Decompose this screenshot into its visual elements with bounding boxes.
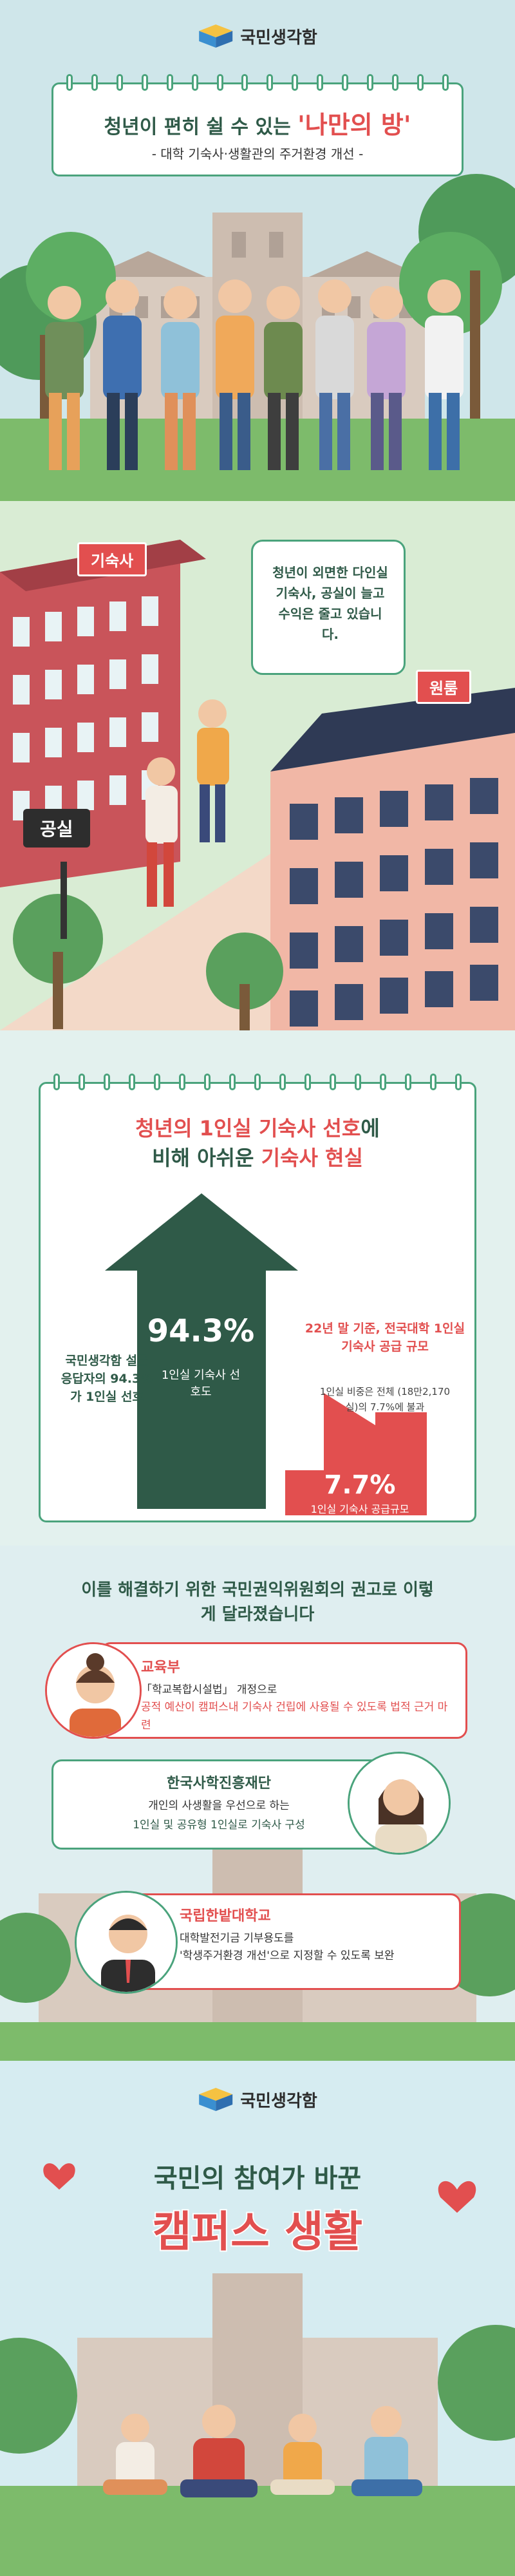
avatar-woman: [45, 1642, 142, 1739]
oneroom-sign: 원룸: [416, 670, 472, 704]
big-arrow: [105, 1193, 298, 1509]
improvement-card-moe: 교육부 「학교복합시설법」 개정으로 공적 예산이 캠퍼스내 기숙사 건립에 사…: [100, 1642, 467, 1739]
card-text-a: 대학발전기금 기부용도를: [180, 1932, 294, 1945]
cube-icon: [199, 24, 233, 48]
comparison-arrows: [105, 1193, 427, 1515]
small-stat: 7.7% 1인실 기숙사 공급규모: [295, 1470, 424, 1517]
big-stat: 94.3% 1인실 기숙사 선호도: [140, 1313, 262, 1401]
stats-title-b: 에: [360, 1116, 380, 1141]
stats-title-d: 기숙사 현실: [261, 1146, 363, 1170]
stats-title-a: 청년의 1인실 기숙사 선호: [135, 1116, 361, 1141]
right-title: 22년 말 기준, 전국대학 1인실 기숙사 공급 규모: [304, 1321, 465, 1354]
cube-icon: [199, 2088, 233, 2111]
card-text-a: 개인의 사생활을 우선으로 하는: [148, 1799, 290, 1812]
left-note: 국민생각함 설문 응답자의 94.3%가 1인실 선호: [61, 1354, 153, 1404]
dorm-scene: [0, 501, 515, 1030]
stats-notebook: 청년의 1인실 기숙사 선호에 비해 아쉬운 기숙사 현실 국민생각함 설문 응…: [39, 1074, 476, 1522]
closing-title-1: 국민의 참여가 바꾼: [153, 2164, 362, 2193]
card-text-a: 「학교복합시설법」 개정으로: [141, 1683, 277, 1696]
brand-name: 국민생각함: [240, 28, 317, 48]
heart-icon: [43, 2163, 75, 2190]
dorm-sign: 기숙사: [77, 542, 147, 576]
campus-background: [0, 2061, 515, 2576]
small-label: 1인실 기숙사 공급규모: [310, 1503, 409, 1515]
notebook-rings: [53, 1074, 462, 1090]
stats-title-c: 비해 아쉬운: [152, 1146, 261, 1170]
stats-panel: 청년의 1인실 기숙사 선호에 비해 아쉬운 기숙사 현실 국민생각함 설문 응…: [0, 1030, 515, 1546]
improvements-panel: 이를 해결하기 위한 국민권익위원회의 권고로 이렇게 달라졌습니다 교육부 「…: [0, 1546, 515, 2061]
card-org: 교육부: [141, 1660, 180, 1676]
improvement-card-kfpp: 한국사학진흥재단 개인의 사생활을 우선으로 하는 1인실 및 공유형 1인실로…: [52, 1759, 386, 1850]
small-arrow: [285, 1393, 427, 1515]
subtitle: - 대학 기숙사·생활관의 주거환경 개선 -: [151, 146, 364, 162]
avatar-woman-2: [348, 1752, 451, 1855]
card-text-b: 공적 예산이 캠퍼스내 기숙사 건립에 사용될 수 있도록 법적 근거 마련: [141, 1701, 448, 1732]
big-label: 1인실 기숙사 선호도: [161, 1368, 241, 1399]
stats-title: 청년의 1인실 기숙사 선호에 비해 아쉬운 기숙사 현실: [41, 1113, 474, 1173]
card-text-b: 1인실 및 공유형 1인실로 기숙사 구성: [133, 1819, 305, 1832]
closing-title-2: 캠퍼스 생활: [151, 2206, 364, 2258]
intro-panel: 국민생각함 청년이 편히 쉴 수 있는 '나만의 방' - 대학 기숙사·생활관…: [0, 0, 515, 501]
main-title: 청년이 편히 쉴 수 있는 '나만의 방': [53, 105, 462, 140]
card-org: 한국사학진흥재단: [167, 1776, 271, 1792]
dorm-problem-panel: 기숙사 원룸 공실 청년이 외면한 다인실 기숙사, 공실이 늘고 수익은 줄고…: [0, 501, 515, 1030]
title-highlight: '나만의 방': [297, 111, 411, 139]
brand-logo: 국민생각함: [198, 23, 317, 49]
title-prefix: 청년이 편히 쉴 수 있는: [104, 116, 291, 138]
brand-logo: 국민생각함: [198, 2087, 317, 2112]
vacancy-sign: 공실: [23, 809, 90, 848]
title-notebook: 청년이 편히 쉴 수 있는 '나만의 방' - 대학 기숙사·생활관의 주거환경…: [52, 74, 464, 176]
heart-icon: [438, 2181, 476, 2213]
small-value: 7.7%: [324, 1470, 396, 1500]
right-note: 1인실 비중은 전체 (18만2,170실)의 7.7%에 불과: [319, 1386, 451, 1413]
bubble-text: 청년이 외면한 다인실 기숙사, 공실이 늘고 수익은 줄고 있습니다.: [272, 565, 388, 642]
avatar-man: [75, 1891, 178, 1994]
improvements-title: 이를 해결하기 위한 국민권익위원회의 권고로 이렇게 달라졌습니다: [81, 1580, 434, 1624]
big-value: 94.3%: [147, 1313, 255, 1349]
card-text-b: '학생주거환경 개선'으로 지정할 수 있도록 보완: [180, 1949, 395, 1962]
card-org: 국립한밭대학교: [180, 1908, 271, 1924]
speech-bubble: 청년이 외면한 다인실 기숙사, 공실이 늘고 수익은 줄고 있습니다.: [251, 540, 406, 675]
brand-name: 국민생각함: [240, 2091, 317, 2111]
notebook-rings: [66, 74, 449, 91]
closing-panel: 국민생각함 국민의 참여가 바꾼 캠퍼스 생활: [0, 2061, 515, 2576]
